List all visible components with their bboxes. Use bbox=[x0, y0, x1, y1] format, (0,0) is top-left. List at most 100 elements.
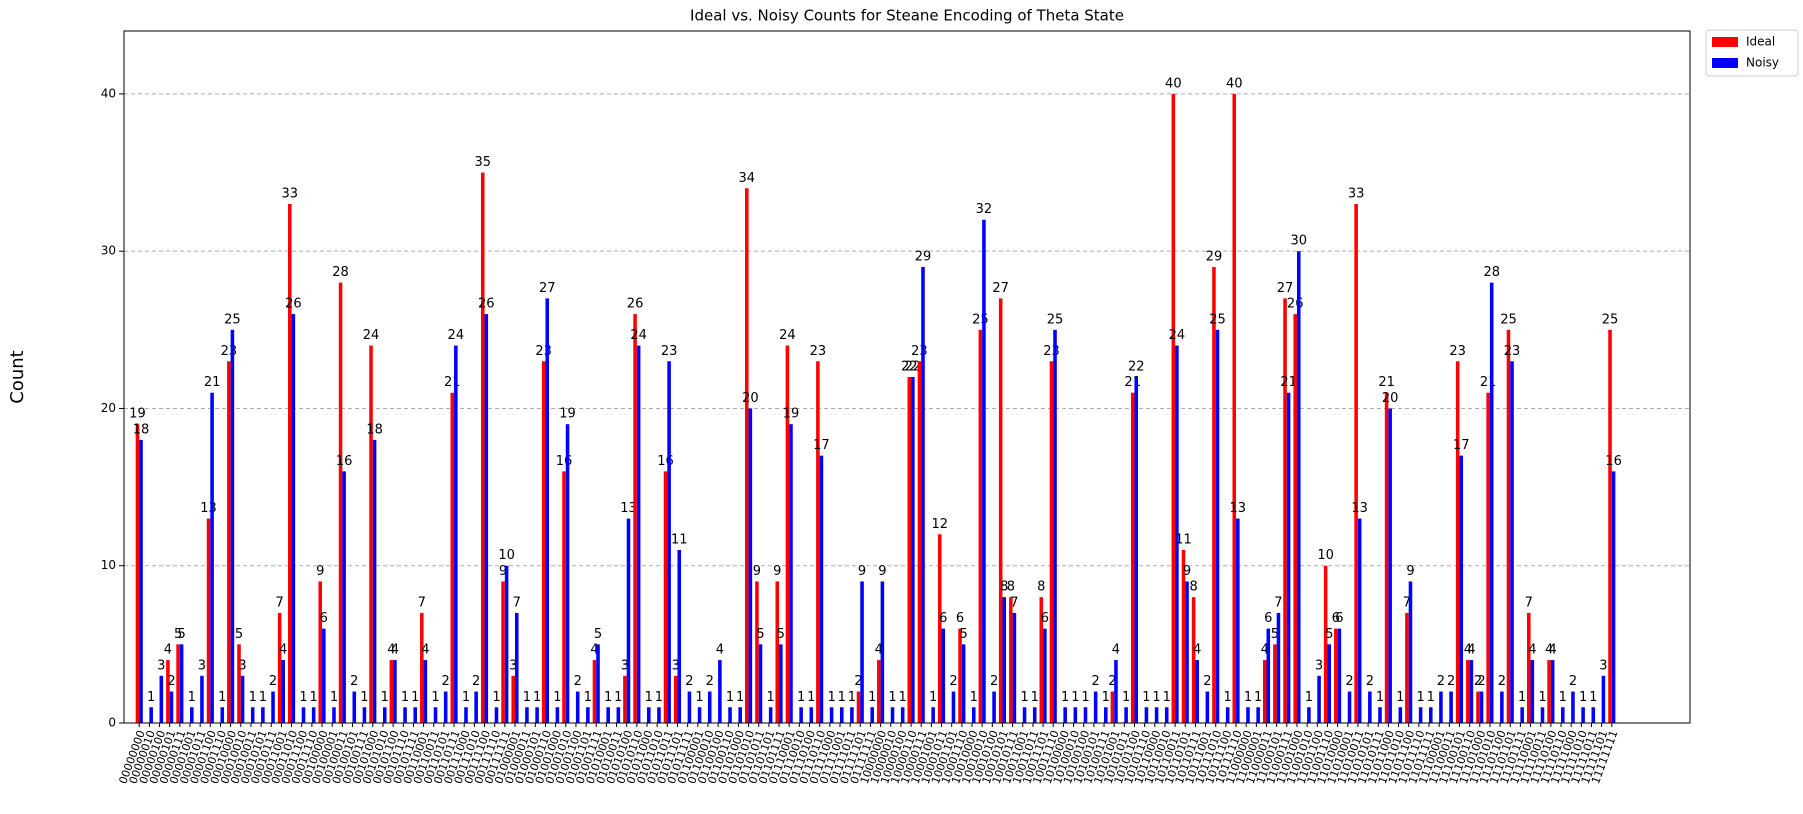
value-label: 2 bbox=[350, 674, 358, 689]
value-label: 23 bbox=[661, 344, 678, 359]
value-label: 1 bbox=[330, 690, 338, 705]
value-label: 9 bbox=[858, 564, 866, 579]
value-label: 1 bbox=[381, 690, 389, 705]
bar bbox=[250, 707, 255, 723]
value-label: 1 bbox=[1579, 690, 1587, 705]
bar bbox=[159, 675, 164, 723]
value-label: 25 bbox=[1602, 312, 1619, 327]
bar bbox=[596, 644, 600, 723]
bar bbox=[877, 660, 881, 723]
value-label: 26 bbox=[478, 297, 495, 312]
bar bbox=[1262, 660, 1267, 723]
bar bbox=[342, 471, 346, 723]
value-label: 1 bbox=[1559, 690, 1567, 705]
value-label: 1 bbox=[868, 690, 876, 705]
value-label: 1 bbox=[899, 690, 907, 705]
bar bbox=[1530, 660, 1535, 723]
bar bbox=[403, 707, 407, 723]
value-label: 35 bbox=[474, 155, 491, 170]
value-label: 4 bbox=[1261, 643, 1269, 658]
value-label: 7 bbox=[275, 595, 283, 610]
value-label: 8 bbox=[1190, 580, 1198, 595]
bar bbox=[1232, 93, 1237, 724]
value-label: 3 bbox=[1599, 658, 1607, 673]
bar bbox=[1540, 707, 1545, 723]
value-label: 1 bbox=[848, 690, 856, 705]
bar bbox=[190, 707, 194, 723]
legend-label: Noisy bbox=[1746, 56, 1779, 70]
value-label: 2 bbox=[269, 674, 277, 689]
bar bbox=[1171, 93, 1176, 724]
bar bbox=[1550, 660, 1555, 723]
bar bbox=[565, 424, 570, 723]
bar bbox=[261, 707, 265, 723]
bar bbox=[819, 455, 824, 723]
value-label: 13 bbox=[200, 501, 217, 516]
bar bbox=[545, 298, 550, 723]
bar bbox=[420, 612, 424, 723]
bar bbox=[647, 707, 651, 723]
bar bbox=[169, 691, 174, 723]
value-label: 6 bbox=[1335, 611, 1343, 626]
value-label: 7 bbox=[1010, 595, 1018, 610]
y-axis-label: Count bbox=[7, 350, 28, 403]
y-tick-label: 10 bbox=[101, 558, 116, 572]
bar bbox=[1083, 707, 1088, 723]
bar bbox=[179, 644, 184, 723]
value-label: 26 bbox=[1287, 297, 1304, 312]
value-label: 1 bbox=[431, 690, 439, 705]
bar bbox=[1510, 361, 1514, 723]
bar bbox=[1408, 581, 1413, 723]
value-label: 9 bbox=[499, 564, 507, 579]
bar bbox=[1307, 707, 1311, 723]
value-label: 26 bbox=[285, 297, 302, 312]
bar bbox=[1273, 644, 1277, 723]
value-label: 4 bbox=[716, 643, 724, 658]
value-label: 30 bbox=[1290, 234, 1307, 249]
bar bbox=[230, 329, 235, 723]
bar bbox=[673, 675, 678, 723]
bar bbox=[352, 691, 357, 723]
bar bbox=[779, 644, 783, 723]
value-label: 1 bbox=[1244, 690, 1252, 705]
value-label: 4 bbox=[391, 643, 399, 658]
value-label: 1 bbox=[147, 690, 155, 705]
bar bbox=[1276, 612, 1281, 723]
value-label: 23 bbox=[1449, 344, 1466, 359]
bar bbox=[1347, 691, 1352, 723]
value-label: 12 bbox=[931, 517, 948, 532]
bar bbox=[1114, 660, 1118, 723]
bar bbox=[1225, 707, 1230, 723]
value-label: 24 bbox=[448, 328, 465, 343]
bar bbox=[464, 707, 468, 723]
value-label: 5 bbox=[235, 627, 243, 642]
bar bbox=[1191, 597, 1196, 723]
bar bbox=[450, 392, 455, 723]
value-label: 4 bbox=[387, 643, 395, 658]
value-label: 23 bbox=[911, 344, 928, 359]
value-label: 1 bbox=[736, 690, 744, 705]
bar bbox=[1489, 282, 1494, 723]
bar bbox=[937, 534, 942, 723]
value-label: 9 bbox=[316, 564, 324, 579]
value-label: 16 bbox=[336, 454, 353, 469]
value-label: 6 bbox=[956, 611, 964, 626]
bar bbox=[1455, 361, 1460, 723]
value-label: 2 bbox=[949, 674, 957, 689]
value-label: 1 bbox=[1142, 690, 1150, 705]
bar bbox=[1130, 392, 1135, 723]
bar bbox=[1185, 581, 1189, 723]
y-tick-label: 40 bbox=[101, 86, 116, 100]
bar bbox=[1378, 707, 1382, 723]
value-label: 2 bbox=[1437, 674, 1445, 689]
value-label: 5 bbox=[777, 627, 785, 642]
value-label: 1 bbox=[1376, 690, 1384, 705]
bar bbox=[423, 660, 428, 723]
value-label: 1 bbox=[807, 690, 815, 705]
value-label: 13 bbox=[1351, 501, 1368, 516]
value-label: 1 bbox=[1031, 690, 1039, 705]
bar bbox=[1418, 707, 1423, 723]
bar bbox=[677, 550, 682, 723]
value-label: 7 bbox=[513, 595, 521, 610]
